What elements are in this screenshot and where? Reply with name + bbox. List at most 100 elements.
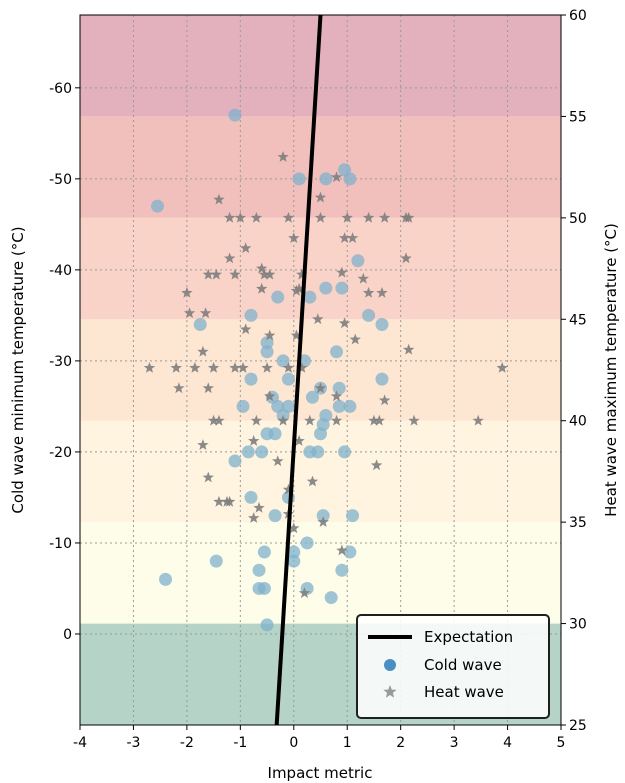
cold-wave-point bbox=[314, 427, 327, 441]
right-y-axis-title: Heat wave maximum temperature (°C) bbox=[602, 223, 620, 517]
heat-wave-point bbox=[170, 362, 182, 373]
cold-wave-point bbox=[332, 399, 346, 413]
heat-wave-point bbox=[336, 266, 348, 278]
heat-wave-point bbox=[143, 362, 156, 373]
heat-wave-point bbox=[312, 313, 324, 325]
heat-wave-point bbox=[304, 414, 316, 426]
cold-wave-point bbox=[343, 545, 357, 559]
left-y-tick-label: -30 bbox=[49, 354, 72, 370]
cold-wave-point bbox=[292, 172, 306, 186]
cold-wave-point bbox=[244, 308, 258, 322]
cold-wave-point bbox=[375, 372, 389, 386]
cold-wave-point bbox=[255, 445, 269, 459]
left-y-tick-label: 0 bbox=[63, 627, 72, 643]
cold-wave-point bbox=[362, 308, 376, 322]
heat-wave-point bbox=[202, 471, 214, 483]
heat-wave-point bbox=[250, 414, 263, 426]
heat-wave-point bbox=[282, 362, 295, 373]
cold-wave-point bbox=[260, 336, 274, 350]
heat-wave-point bbox=[248, 435, 260, 446]
heat-wave-point bbox=[229, 362, 241, 373]
left-y-tick-label: -40 bbox=[49, 263, 72, 279]
cold-wave-point bbox=[311, 445, 325, 459]
heat-wave-point bbox=[378, 211, 391, 223]
plot-frame bbox=[79, 14, 562, 726]
axes: -4 -3 -2 -1 0 1 2 3 4 5-60-50-40-30-20-1002530354… bbox=[49, 8, 587, 751]
heat-wave-point bbox=[370, 459, 383, 471]
right-y-tick-label: 55 bbox=[569, 109, 587, 125]
heat-wave-point bbox=[213, 414, 225, 426]
cold-wave-point bbox=[343, 399, 357, 413]
heat-wave-point bbox=[298, 587, 311, 598]
left-y-tick-label: -10 bbox=[49, 536, 72, 552]
heat-wave-point bbox=[314, 191, 327, 203]
right-y-tick-label: 40 bbox=[569, 414, 587, 430]
legend-box bbox=[356, 614, 550, 719]
left-y-tick-label: -60 bbox=[49, 81, 72, 97]
heat-wave-point bbox=[408, 414, 420, 426]
heat-wave-point bbox=[346, 232, 359, 243]
cold-wave-point bbox=[236, 399, 250, 413]
band-45-50 bbox=[80, 217, 561, 320]
cold-wave-point bbox=[260, 618, 274, 632]
cold-wave-point bbox=[150, 199, 164, 213]
cold-wave-point bbox=[244, 490, 258, 504]
cold-wave-point bbox=[316, 509, 330, 523]
heat-wave-point bbox=[400, 252, 412, 264]
heat-wave-point bbox=[282, 483, 295, 495]
x-tick-label: 2 bbox=[396, 735, 405, 751]
data-points bbox=[143, 108, 508, 632]
legend-heat-wave-label: Heat wave bbox=[424, 683, 504, 701]
heat-wave-point bbox=[368, 414, 380, 426]
heat-wave-point bbox=[288, 522, 300, 534]
right-y-tick-label: 30 bbox=[569, 617, 587, 633]
heat-wave-point bbox=[256, 282, 268, 294]
heat-wave-point bbox=[290, 329, 303, 341]
heat-wave-point bbox=[223, 252, 236, 264]
heat-wave-point bbox=[223, 211, 236, 223]
x-axis-title: Impact metric bbox=[268, 764, 373, 782]
heat-wave-point bbox=[173, 382, 185, 394]
x-tick-label: 3 bbox=[450, 735, 459, 751]
right-y-tick-label: 25 bbox=[569, 718, 587, 734]
heat-wave-point bbox=[210, 268, 222, 280]
expectation-line-layer bbox=[274, 15, 323, 725]
heat-wave-point bbox=[293, 435, 305, 446]
heat-wave-point bbox=[264, 268, 276, 280]
cold-wave-point bbox=[252, 563, 266, 577]
heat-wave-point bbox=[330, 414, 343, 426]
heat-wave-point bbox=[296, 268, 308, 280]
x-tick-label: -2 bbox=[180, 735, 194, 751]
cold-wave-point bbox=[338, 445, 352, 459]
cold-wave-point bbox=[228, 108, 242, 122]
heat-wave-point bbox=[250, 211, 263, 223]
expectation-line bbox=[274, 15, 323, 725]
heat-wave-point bbox=[264, 390, 276, 402]
heat-wave-point bbox=[336, 544, 348, 556]
cold-wave-point bbox=[305, 390, 319, 404]
heat-wave-point bbox=[253, 501, 265, 513]
heat-wave-point bbox=[277, 151, 289, 162]
x-tick-label: -4 bbox=[73, 735, 87, 751]
cold-wave-point bbox=[209, 554, 223, 568]
heat-wave-point bbox=[207, 414, 220, 426]
heat-wave-point bbox=[314, 211, 327, 223]
heat-wave-point bbox=[341, 211, 353, 223]
heat-wave-point bbox=[330, 171, 343, 183]
cold-wave-point bbox=[287, 554, 301, 568]
heat-wave-point bbox=[403, 343, 415, 355]
heat-wave-point bbox=[197, 345, 209, 357]
legend-expectation-label: Expectation bbox=[424, 628, 513, 646]
grid-lines bbox=[80, 15, 561, 725]
right-y-tick-label: 60 bbox=[569, 8, 587, 24]
heat-wave-point bbox=[248, 512, 260, 523]
legend-cold-wave-label: Cold wave bbox=[424, 656, 502, 674]
cold-wave-point bbox=[260, 345, 274, 359]
cold-wave-point bbox=[193, 317, 207, 331]
x-tick-label: 1 bbox=[343, 735, 352, 751]
x-tick-label: 4 bbox=[503, 735, 512, 751]
heat-wave-point bbox=[197, 439, 209, 450]
heat-wave-point bbox=[237, 362, 249, 373]
legend: Expectation Cold wave Heat wave bbox=[356, 614, 550, 719]
heat-wave-point bbox=[362, 211, 375, 223]
